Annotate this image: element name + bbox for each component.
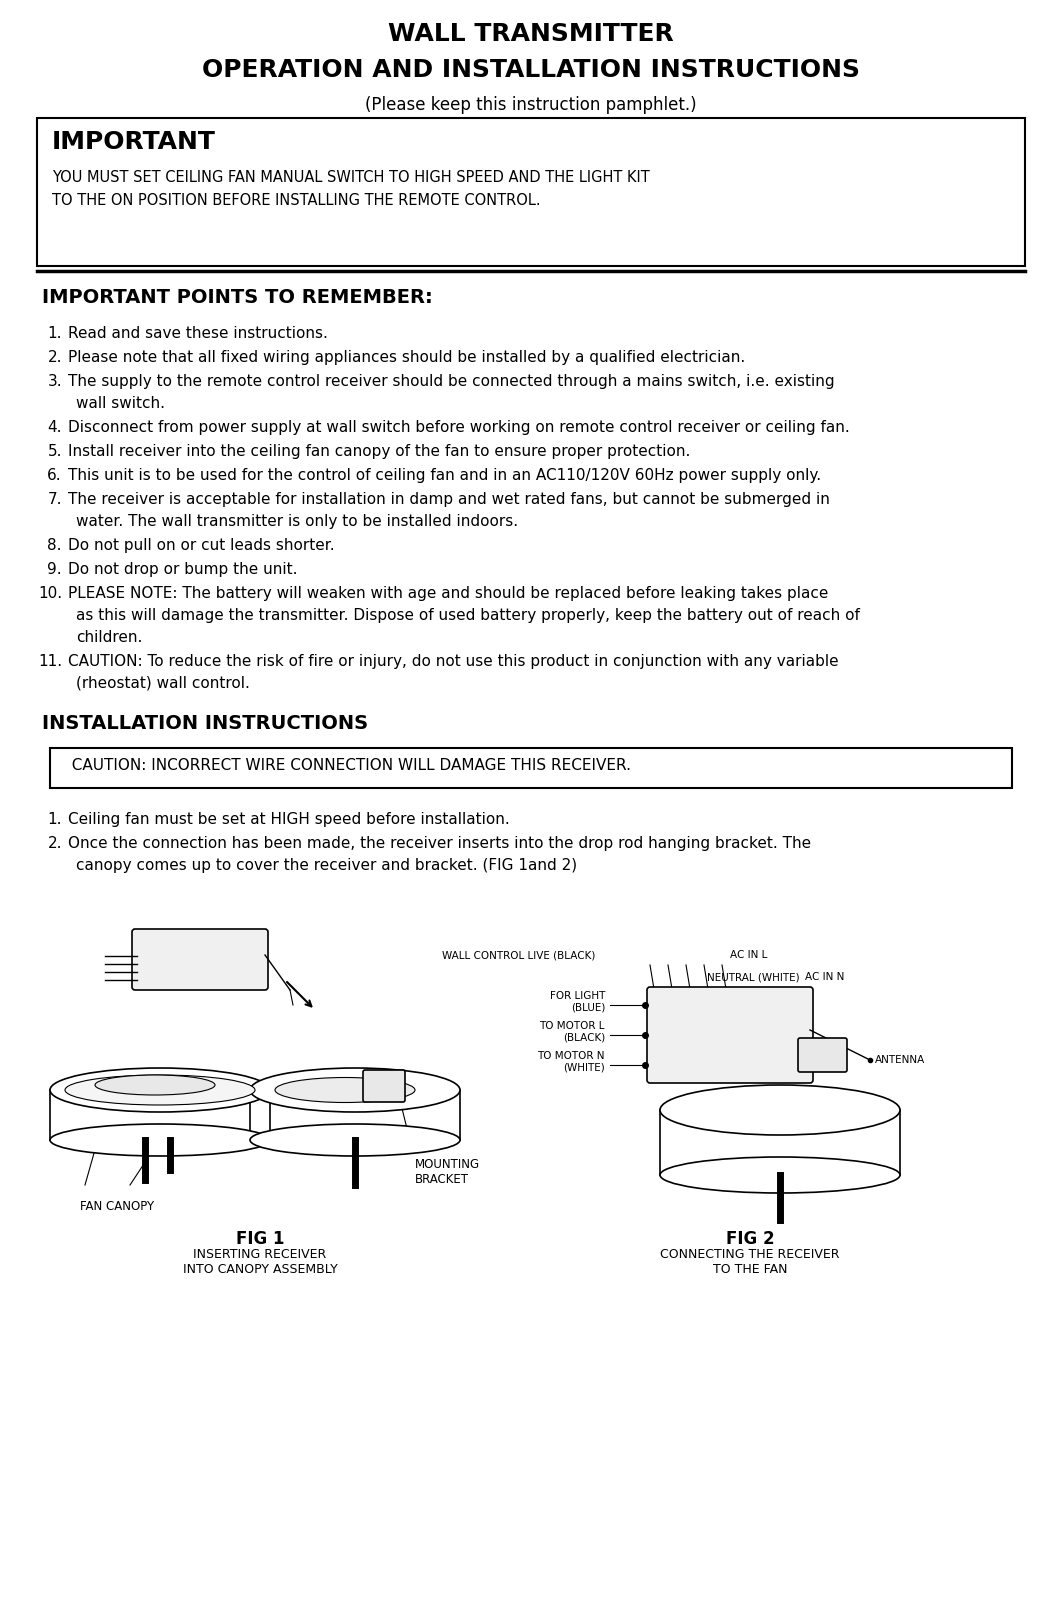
Text: 6.: 6.	[48, 469, 62, 483]
Text: Install receiver into the ceiling fan canopy of the fan to ensure proper protect: Install receiver into the ceiling fan ca…	[68, 445, 690, 459]
Text: 2.: 2.	[48, 836, 62, 851]
Text: 1.: 1.	[48, 812, 62, 827]
Text: water. The wall transmitter is only to be installed indoors.: water. The wall transmitter is only to b…	[76, 514, 518, 530]
Text: FIG 1: FIG 1	[236, 1229, 285, 1249]
Text: CAUTION: INCORRECT WIRE CONNECTION WILL DAMAGE THIS RECEIVER.: CAUTION: INCORRECT WIRE CONNECTION WILL …	[62, 758, 631, 774]
Text: AC IN N: AC IN N	[805, 973, 844, 982]
Text: MOUNTING
BRACKET: MOUNTING BRACKET	[415, 1157, 480, 1186]
Text: The receiver is acceptable for installation in damp and wet rated fans, but cann: The receiver is acceptable for installat…	[68, 493, 829, 507]
Text: 3.: 3.	[48, 374, 62, 388]
Text: Ceiling fan must be set at HIGH speed before installation.: Ceiling fan must be set at HIGH speed be…	[68, 812, 510, 827]
Text: PLEASE NOTE: The battery will weaken with age and should be replaced before leak: PLEASE NOTE: The battery will weaken wit…	[68, 586, 828, 600]
Text: OPERATION AND INSTALLATION INSTRUCTIONS: OPERATION AND INSTALLATION INSTRUCTIONS	[202, 58, 860, 82]
Text: Please note that all fixed wiring appliances should be installed by a qualified : Please note that all fixed wiring applia…	[68, 350, 746, 364]
Text: CONNECTING THE RECEIVER
TO THE FAN: CONNECTING THE RECEIVER TO THE FAN	[661, 1249, 840, 1276]
Ellipse shape	[250, 1124, 460, 1156]
Text: FAN CANOPY: FAN CANOPY	[80, 1201, 154, 1213]
Text: TO MOTOR N
(WHITE): TO MOTOR N (WHITE)	[537, 1051, 605, 1072]
Text: IMPORTANT: IMPORTANT	[52, 130, 216, 154]
Ellipse shape	[95, 1075, 215, 1095]
Text: Read and save these instructions.: Read and save these instructions.	[68, 326, 328, 340]
Text: WALL CONTROL LIVE (BLACK): WALL CONTROL LIVE (BLACK)	[442, 950, 595, 960]
Text: 11.: 11.	[38, 653, 62, 669]
Ellipse shape	[250, 1067, 460, 1112]
FancyBboxPatch shape	[363, 1071, 405, 1103]
Text: wall switch.: wall switch.	[76, 396, 165, 411]
Text: FOR LIGHT
(BLUE): FOR LIGHT (BLUE)	[550, 992, 605, 1013]
Text: TO THE ON POSITION BEFORE INSTALLING THE REMOTE CONTROL.: TO THE ON POSITION BEFORE INSTALLING THE…	[52, 193, 541, 209]
Text: 2.: 2.	[48, 350, 62, 364]
Ellipse shape	[65, 1075, 255, 1104]
Text: Do not pull on or cut leads shorter.: Do not pull on or cut leads shorter.	[68, 538, 335, 554]
Text: children.: children.	[76, 631, 142, 645]
Text: Disconnect from power supply at wall switch before working on remote control rec: Disconnect from power supply at wall swi…	[68, 421, 850, 435]
Text: canopy comes up to cover the receiver and bracket. (FIG 1and 2): canopy comes up to cover the receiver an…	[76, 859, 577, 873]
FancyBboxPatch shape	[132, 929, 268, 990]
Text: as this will damage the transmitter. Dispose of used battery properly, keep the : as this will damage the transmitter. Dis…	[76, 608, 860, 623]
FancyBboxPatch shape	[798, 1038, 847, 1072]
Text: (rheostat) wall control.: (rheostat) wall control.	[76, 676, 250, 692]
Text: IMPORTANT POINTS TO REMEMBER:: IMPORTANT POINTS TO REMEMBER:	[42, 287, 432, 307]
Text: 5.: 5.	[48, 445, 62, 459]
Text: (Please keep this instruction pamphlet.): (Please keep this instruction pamphlet.)	[365, 96, 697, 114]
Text: WALL TRANSMITTER: WALL TRANSMITTER	[388, 22, 674, 47]
FancyBboxPatch shape	[647, 987, 813, 1083]
Text: INSTALLATION INSTRUCTIONS: INSTALLATION INSTRUCTIONS	[42, 714, 369, 733]
Text: 8.: 8.	[48, 538, 62, 554]
Text: The supply to the remote control receiver should be connected through a mains sw: The supply to the remote control receive…	[68, 374, 835, 388]
Text: TO MOTOR L
(BLACK): TO MOTOR L (BLACK)	[539, 1021, 605, 1043]
Text: 1.: 1.	[48, 326, 62, 340]
Text: 4.: 4.	[48, 421, 62, 435]
Ellipse shape	[275, 1077, 415, 1103]
Bar	[50, 748, 1012, 788]
Text: 7.: 7.	[48, 493, 62, 507]
Bar	[37, 119, 1025, 266]
Text: 9.: 9.	[48, 562, 62, 578]
Ellipse shape	[660, 1085, 900, 1135]
Text: NEUTRAL (WHITE): NEUTRAL (WHITE)	[707, 973, 800, 982]
Ellipse shape	[660, 1157, 900, 1193]
Text: This unit is to be used for the control of ceiling fan and in an AC110/120V 60Hz: This unit is to be used for the control …	[68, 469, 821, 483]
Text: Do not drop or bump the unit.: Do not drop or bump the unit.	[68, 562, 297, 578]
Ellipse shape	[50, 1067, 270, 1112]
Text: 10.: 10.	[38, 586, 62, 600]
Text: CAUTION: To reduce the risk of fire or injury, do not use this product in conjun: CAUTION: To reduce the risk of fire or i…	[68, 653, 839, 669]
Text: FIG 2: FIG 2	[725, 1229, 774, 1249]
Text: INSERTING RECEIVER
INTO CANOPY ASSEMBLY: INSERTING RECEIVER INTO CANOPY ASSEMBLY	[183, 1249, 338, 1276]
Ellipse shape	[50, 1124, 270, 1156]
Text: ANTENNA: ANTENNA	[875, 1054, 925, 1066]
Text: AC IN L: AC IN L	[730, 950, 768, 960]
Text: Once the connection has been made, the receiver inserts into the drop rod hangin: Once the connection has been made, the r…	[68, 836, 811, 851]
Text: YOU MUST SET CEILING FAN MANUAL SWITCH TO HIGH SPEED AND THE LIGHT KIT: YOU MUST SET CEILING FAN MANUAL SWITCH T…	[52, 170, 650, 185]
